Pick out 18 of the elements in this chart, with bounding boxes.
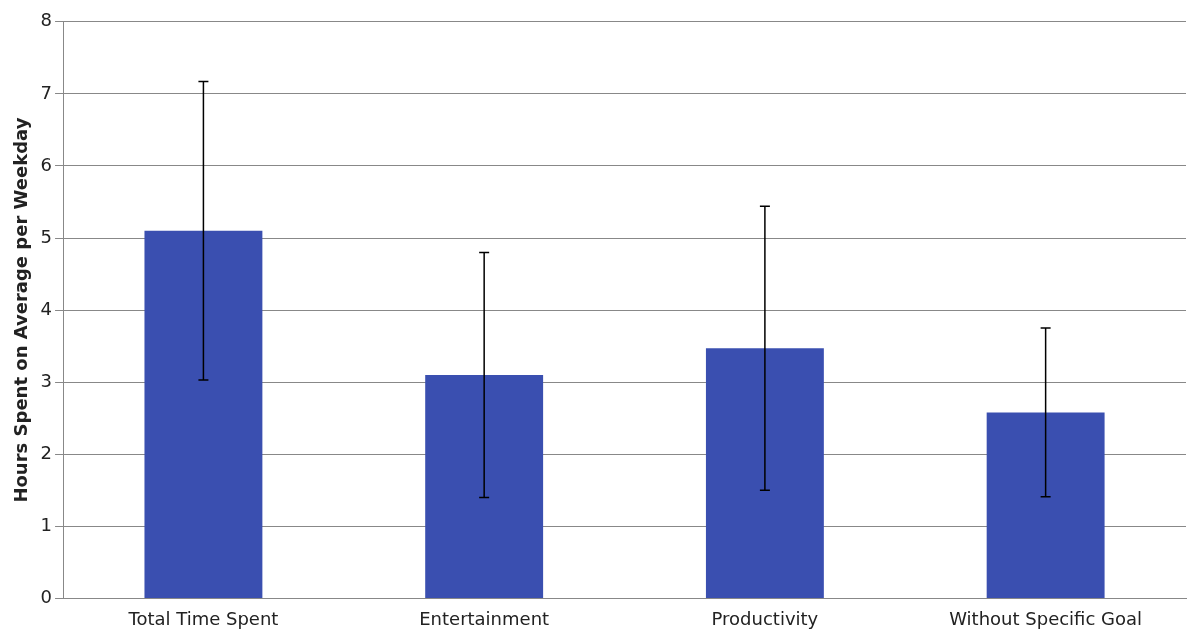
x-tick-label: Total Time Spent [127,607,279,629]
bar [144,230,263,598]
y-tick-label: 2 [40,441,53,463]
bar [986,412,1105,598]
x-tick-label: Productivity [711,607,819,629]
y-tick-label: 8 [40,9,53,31]
y-tick-label: 1 [40,514,53,535]
y-tick-label: 0 [40,586,53,608]
bar [425,374,544,598]
x-tick-label: Without Specific Goal [949,607,1143,629]
y-axis-title: Hours Spent on Average per Weekday [10,117,32,503]
bar [705,348,824,598]
y-tick-label: 5 [40,225,53,247]
x-tick-label: Entertainment [419,607,550,629]
y-tick-label: 7 [40,81,53,103]
y-tick-label: 3 [40,369,53,391]
y-tick-label: 4 [40,297,53,319]
y-tick-label: 6 [40,153,53,175]
